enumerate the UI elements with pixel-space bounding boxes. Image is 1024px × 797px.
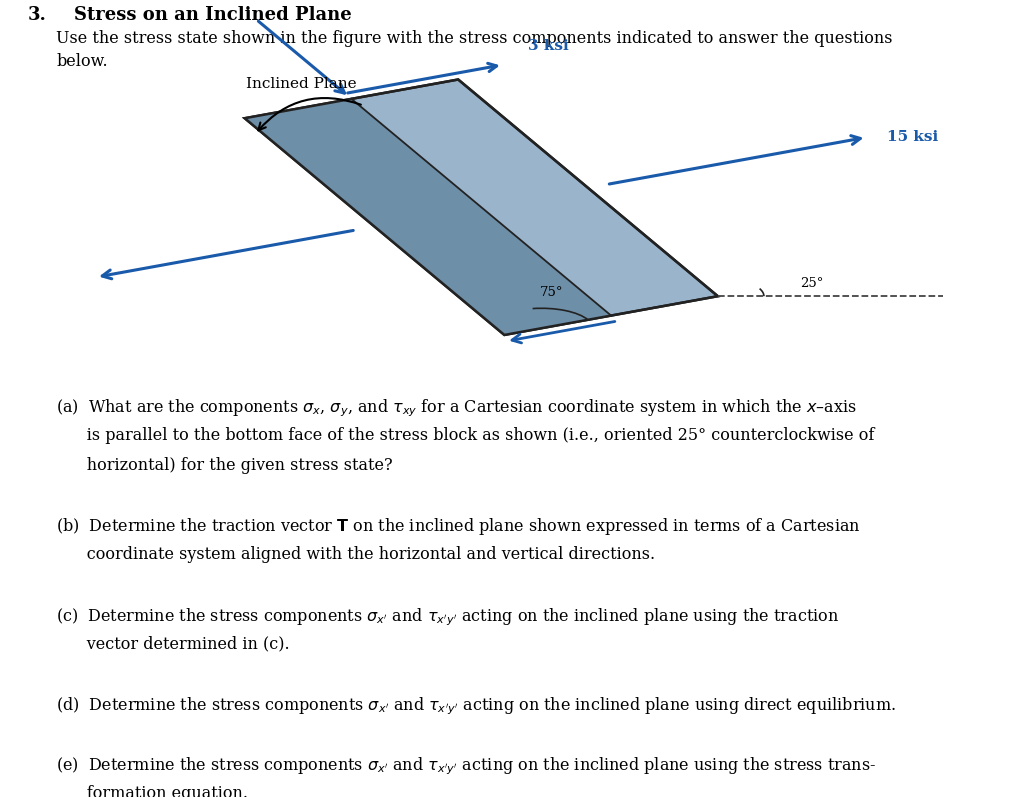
Polygon shape <box>245 99 611 335</box>
Text: (a)  What are the components $\sigma_x$, $\sigma_y$, and $\tau_{xy}$ for a Carte: (a) What are the components $\sigma_x$, … <box>56 397 857 418</box>
Text: Inclined Plane: Inclined Plane <box>246 77 356 91</box>
Text: coordinate system aligned with the horizontal and vertical directions.: coordinate system aligned with the horiz… <box>56 546 655 563</box>
Text: (e)  Determine the stress components $\sigma_{x'}$ and $\tau_{x'y'}$ acting on t: (e) Determine the stress components $\si… <box>56 755 877 777</box>
Text: vector determined in (c).: vector determined in (c). <box>56 636 290 653</box>
Text: 3 ksi: 3 ksi <box>528 39 569 53</box>
Text: horizontal) for the given stress state?: horizontal) for the given stress state? <box>56 457 393 473</box>
Text: Stress on an Inclined Plane: Stress on an Inclined Plane <box>74 6 351 24</box>
Text: 15 ksi: 15 ksi <box>887 131 938 144</box>
Text: 3.: 3. <box>28 6 46 24</box>
Text: is parallel to the bottom face of the stress block as shown (i.e., oriented 25° : is parallel to the bottom face of the st… <box>56 427 874 444</box>
Text: 25°: 25° <box>800 277 823 290</box>
Polygon shape <box>245 80 718 335</box>
Text: Use the stress state shown in the figure with the stress components indicated to: Use the stress state shown in the figure… <box>56 30 893 47</box>
Text: (d)  Determine the stress components $\sigma_{x'}$ and $\tau_{x'y'}$ acting on t: (d) Determine the stress components $\si… <box>56 696 896 717</box>
Text: (c)  Determine the stress components $\sigma_{x'}$ and $\tau_{x'y'}$ acting on t: (c) Determine the stress components $\si… <box>56 606 840 627</box>
Text: below.: below. <box>56 53 108 70</box>
Text: 75°: 75° <box>541 286 564 299</box>
Text: (b)  Determine the traction vector $\mathbf{T}$ on the inclined plane shown expr: (b) Determine the traction vector $\math… <box>56 516 861 537</box>
Text: formation equation.: formation equation. <box>56 785 248 797</box>
